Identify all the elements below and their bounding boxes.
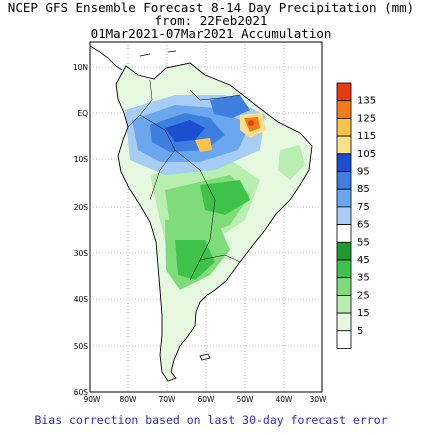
legend-label: 55: [357, 237, 370, 248]
legend-swatch: [336, 188, 352, 208]
legend-label: 125: [357, 113, 376, 124]
legend-label: 115: [357, 131, 376, 142]
legend-label: 75: [357, 202, 370, 213]
lat-label: EQ: [77, 109, 88, 118]
legend-swatch: [336, 171, 352, 190]
lon-label: 60W: [198, 395, 216, 404]
legend-label: 95: [357, 167, 370, 178]
lat-label: 10S: [74, 155, 89, 164]
legend-swatch: [336, 241, 352, 261]
legend-swatch: [336, 82, 352, 102]
lon-label: 90W: [84, 395, 102, 404]
legend-label: 65: [357, 220, 370, 231]
lat-label: 10N: [73, 63, 88, 72]
map-subtitle-period: 01Mar2021-07Mar2021 Accumulation: [90, 26, 332, 41]
legend-label: 135: [357, 96, 376, 107]
legend-colorbar: 135 125 115 105 95 85 75 65 55 45 35 25 15 5: [336, 82, 376, 349]
legend-swatch: [336, 224, 352, 243]
lat-label: 40S: [74, 295, 89, 304]
lat-label: 20S: [74, 203, 89, 212]
legend-label: 25: [357, 290, 370, 301]
legend-swatch: [336, 135, 352, 155]
legend-label: 15: [357, 308, 370, 319]
legend-swatch: [336, 294, 352, 314]
map-subtitle-from: from: 22Feb2021: [154, 13, 268, 28]
legend-swatch: [336, 206, 352, 225]
lon-label: 70W: [159, 395, 177, 404]
legend-swatch: [336, 312, 352, 332]
lat-label: 30S: [74, 249, 89, 258]
map-title: NCEP GFS Ensemble Forecast 8-14 Day Prec…: [7, 0, 415, 15]
coastline: [115, 62, 313, 382]
lon-label: 30W: [310, 395, 328, 404]
lat-label: 50S: [74, 342, 89, 351]
country-borders: [127, 79, 241, 281]
legend-label: 5: [357, 326, 363, 337]
legend-swatch: [336, 259, 352, 279]
lon-label: 40W: [276, 395, 294, 404]
lon-label: 50W: [237, 395, 255, 404]
legend-swatch: [336, 330, 352, 349]
legend-label: 45: [357, 255, 370, 266]
caribbean-islands: [139, 50, 177, 57]
legend-swatch: [336, 118, 352, 137]
footer-note: Bias correction based on last 30-day for…: [34, 413, 388, 427]
falkland-islands: [199, 353, 211, 361]
central-america-coast: [89, 45, 123, 71]
legend-swatch: [336, 277, 352, 296]
legend-label: 35: [357, 273, 370, 284]
legend-swatch: [336, 153, 352, 172]
lon-label: 80W: [120, 395, 138, 404]
lat-label: 60S: [74, 388, 89, 397]
legend-label: 105: [357, 149, 376, 160]
legend-swatch: [336, 100, 352, 119]
legend-label: 85: [357, 184, 370, 195]
